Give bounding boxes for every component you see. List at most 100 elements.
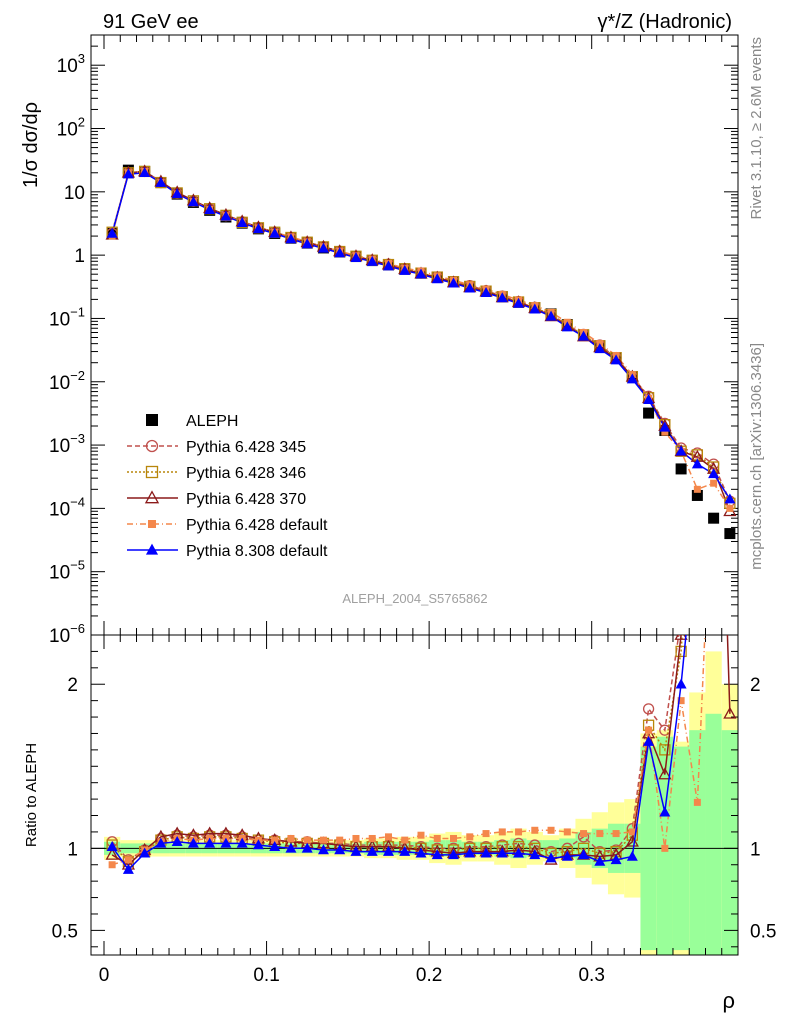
ratio-point-p8: [252, 839, 264, 850]
point-p8: [496, 292, 508, 303]
ratio-point-p8: [285, 842, 297, 853]
point-p8: [724, 493, 736, 504]
point-p8: [317, 242, 329, 253]
ratio-point-pdef: [596, 830, 604, 838]
point-p8: [464, 282, 476, 293]
point-p8: [675, 445, 687, 456]
point-p8: [252, 223, 264, 234]
ratio-point-pdef: [450, 834, 458, 842]
ratio-point-p8: [480, 847, 492, 858]
ratio-point-p346: [675, 645, 687, 658]
point-p8: [399, 264, 411, 275]
point-p8: [301, 238, 313, 249]
point-p8: [334, 247, 346, 258]
ratio-point-pdef: [352, 834, 360, 842]
ratio-point-pdef: [287, 834, 295, 842]
point-p8: [513, 297, 525, 308]
point-p8: [659, 421, 671, 432]
ratio-point-p345: [642, 703, 655, 715]
point-p8: [382, 260, 394, 271]
y-tick-label: 10−1: [49, 304, 85, 330]
legend-marker-p345: [145, 439, 159, 453]
legend-label-p8: Pythia 8.308 default: [186, 543, 328, 560]
ratio-point-p8: [317, 844, 329, 855]
point-p8: [285, 233, 297, 244]
rivet-version-label: Rivet 3.1.10, ≥ 2.6M events: [748, 37, 765, 220]
ratio-point-p8: [529, 849, 541, 860]
ratio-point-p370: [723, 706, 737, 719]
ratio-point-pdef: [677, 697, 685, 705]
y-tick-label: 10−3: [49, 431, 85, 457]
y-tick-label: 102: [57, 115, 85, 141]
ratio-tick-label-right: 2: [750, 675, 761, 696]
ratio-point-pdef: [515, 828, 523, 836]
ratio-point-pdef: [108, 861, 116, 869]
point-p8: [610, 354, 622, 365]
x-tick-label: 0.3: [578, 965, 604, 986]
ratio-point-p8: [301, 842, 313, 853]
legend-marker-p370: [144, 490, 160, 504]
x-axis-label: ρ: [722, 988, 735, 1013]
legend-marker-aleph: [146, 414, 158, 426]
analysis-tag: ALEPH_2004_S5765862: [342, 591, 487, 606]
legend-label-pdef: Pythia 6.428 default: [186, 517, 328, 534]
y-tick-label: 10−6: [49, 621, 85, 647]
ratio-point-p8: [464, 847, 476, 858]
ratio-point-p8: [236, 837, 248, 848]
ratio-point-p8: [350, 845, 362, 856]
ratio-point-pdef: [693, 798, 701, 806]
ratio-band-green: [689, 730, 706, 955]
point-p8: [529, 303, 541, 314]
ratio-point-p8: [122, 863, 134, 874]
y-tick-label: 10−5: [49, 558, 85, 584]
ratio-point-p370: [674, 635, 688, 640]
point-p8: [269, 227, 281, 238]
top-series: [105, 164, 737, 540]
point-p8: [187, 196, 199, 207]
ratio-point-pdef: [531, 826, 539, 834]
legend-label-p370: Pythia 6.428 370: [186, 491, 306, 508]
header-left: 91 GeV ee: [103, 11, 199, 33]
ratio-point-p370: [105, 847, 119, 860]
point-aleph: [724, 528, 736, 540]
ratio-point-pdef: [433, 834, 441, 842]
ratio-point-pdef: [384, 833, 392, 841]
legend-marker-p346: [145, 465, 159, 479]
point-aleph: [675, 463, 687, 475]
ratio-point-p8: [106, 840, 118, 851]
point-p8: [578, 330, 590, 341]
point-p8: [691, 458, 703, 469]
point-p8: [139, 167, 151, 178]
point-p8: [236, 216, 248, 227]
point-p8: [366, 255, 378, 266]
ratio-point-p8: [626, 850, 638, 861]
ratio-point-pdef: [612, 830, 620, 838]
ratio-point-p346: [659, 744, 671, 756]
y-tick-label: 103: [57, 51, 85, 77]
ratio-panel-frame: [90, 634, 739, 956]
ratio-point-p8: [643, 735, 655, 746]
legend-marker-p8: [145, 543, 159, 555]
legend-label-aleph: ALEPH: [186, 413, 238, 430]
ratio-point-pdef: [401, 836, 409, 844]
x-tick-label: 0.2: [416, 965, 442, 986]
ratio-point-p8: [496, 847, 508, 858]
ratio-point-pdef: [368, 834, 376, 842]
legend-marker-pdef: [148, 520, 156, 528]
x-axis: 0 0.1 0.2 0.3: [99, 35, 723, 986]
point-aleph: [691, 489, 703, 501]
legend: ALEPH Pythia 6.428 345 Pythia 6.428 346 Pyt…: [127, 413, 328, 560]
x-tick-label: 0: [99, 965, 110, 986]
ratio-point-p8: [399, 845, 411, 856]
ratio-point-p8: [382, 845, 394, 856]
ratio-tick-label: 2: [67, 675, 78, 696]
point-p8: [545, 310, 557, 321]
ratio-point-p8: [187, 837, 199, 848]
legend-label-p345: Pythia 6.428 345: [186, 439, 306, 456]
point-p8: [594, 343, 606, 354]
point-p8: [220, 210, 232, 221]
ratio-point-pdef: [336, 836, 344, 844]
ratio-point-p8: [513, 847, 525, 858]
ratio-point-p8: [561, 850, 573, 861]
